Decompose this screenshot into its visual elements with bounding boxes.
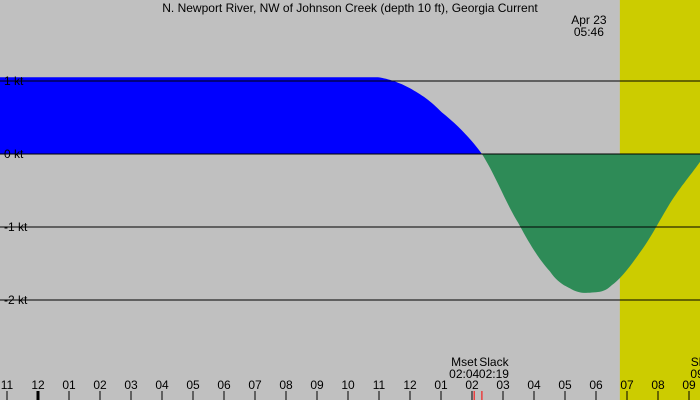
hour-tick-label: 05 [186,378,200,392]
bottom-event-label: Mset [451,355,478,369]
hour-tick-label: 01 [62,378,76,392]
hour-tick-label: 02 [93,378,107,392]
y-tick-label: -2 kt [4,293,28,307]
hour-tick-label: 08 [279,378,293,392]
hour-tick-label: 11 [1,378,14,392]
hour-tick-label: 09 [310,378,324,392]
hour-tick-label: 07 [620,378,634,392]
hour-tick-label: 12 [31,378,45,392]
ebb-area-1 [481,154,700,293]
y-tick-labels: 1 kt 0 kt -1 kt -2 kt [4,74,28,307]
bottom-event-time: 09:32 [690,367,700,381]
hour-tick-label: 06 [217,378,231,392]
flood-area-0 [0,77,482,154]
hour-tick-label: 12 [403,378,417,392]
hour-tick-label: 01 [434,378,448,392]
hour-tick-label: 09 [682,378,696,392]
hour-tick-label: 04 [527,378,541,392]
bottom-event-label: Slack [479,355,509,369]
grid-lines [0,80,700,301]
bottom-event-time: 02:04 [449,367,479,381]
bottom-event-label: Slack [691,355,700,369]
bottom-event-labels: Mset02:04Slack02:19Slack09:32Mrise12:19S… [449,355,700,400]
chart-title: N. Newport River, NW of Johnson Creek (d… [162,1,538,15]
y-tick-label: 1 kt [4,74,24,88]
hour-tick-label: 11 [373,378,386,392]
hour-axis: 11 12 01 02 03 04 05 06 07 08 09 10 11 12 01 02 03 04 05 06… [1,378,696,400]
current-areas [0,77,700,293]
hour-tick-label: 10 [341,378,355,392]
top-event-time: 05:46 [574,25,604,39]
hour-tick-label: 07 [248,378,262,392]
hour-tick-label: 05 [558,378,572,392]
y-tick-label: -1 kt [4,220,28,234]
hour-tick-label: 03 [124,378,138,392]
hour-tick-label: 06 [589,378,603,392]
hour-tick-label: 03 [496,378,510,392]
hour-tick-label: 08 [651,378,665,392]
hour-tick-label: 02 [465,378,479,392]
bottom-event-time: 02:19 [479,367,509,381]
y-tick-label: 0 kt [4,147,24,161]
hour-tick-label: 04 [155,378,169,392]
top-event-date: Apr 23 [571,13,607,27]
